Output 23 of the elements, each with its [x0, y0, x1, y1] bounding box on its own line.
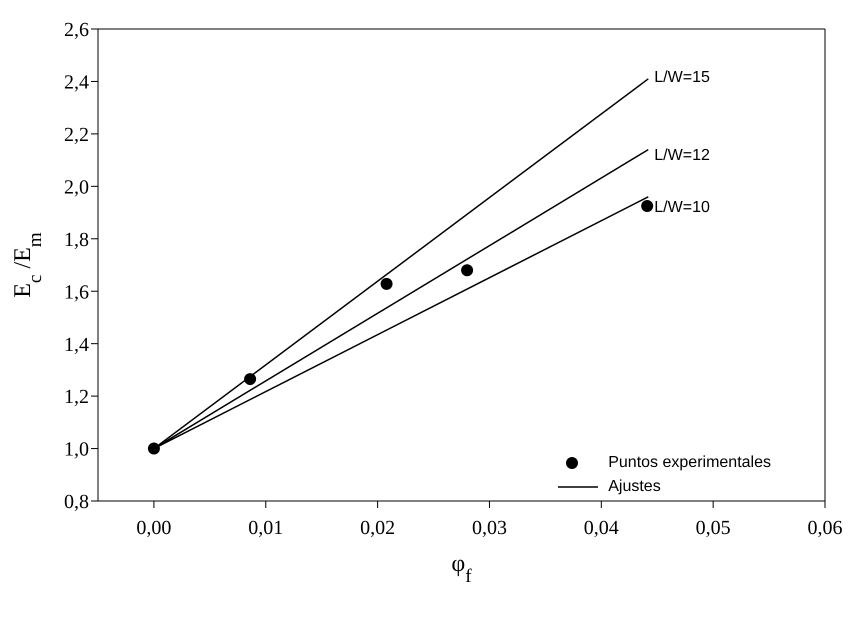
annotation: L/W=10: [654, 198, 710, 216]
legend-label: Puntos experimentales: [608, 454, 771, 472]
x-tick-label: 0,04: [584, 517, 619, 540]
y-tick-label: 2,0: [64, 176, 89, 198]
x-tick-label: 0,05: [696, 517, 731, 540]
y-tick-label: 1,2: [64, 386, 89, 408]
y-tick-label: 1,4: [64, 334, 89, 356]
x-tick-label: 0,03: [472, 517, 507, 540]
y-tick-label: 2,4: [64, 72, 89, 94]
annotation: L/W=15: [654, 68, 710, 86]
y-tick-label: 2,6: [64, 19, 89, 42]
y-tick-label: 2,2: [64, 124, 89, 146]
y-tick-label: 1,0: [64, 438, 89, 461]
y-tick-label: 1,6: [64, 281, 89, 304]
y-tick-label: 0,8: [64, 491, 89, 514]
x-axis-title: φ$_{f}$: [451, 551, 472, 586]
y-tick-label: 1,8: [64, 228, 89, 251]
legend-label: Ajustes: [608, 478, 661, 496]
x-tick-label: 0,06: [808, 517, 842, 540]
annotation: L/W=12: [654, 146, 710, 164]
x-tick-label: 0,01: [248, 517, 284, 540]
x-tick-label: 0,02: [360, 517, 396, 540]
x-tick-label: 0,00: [136, 517, 172, 540]
